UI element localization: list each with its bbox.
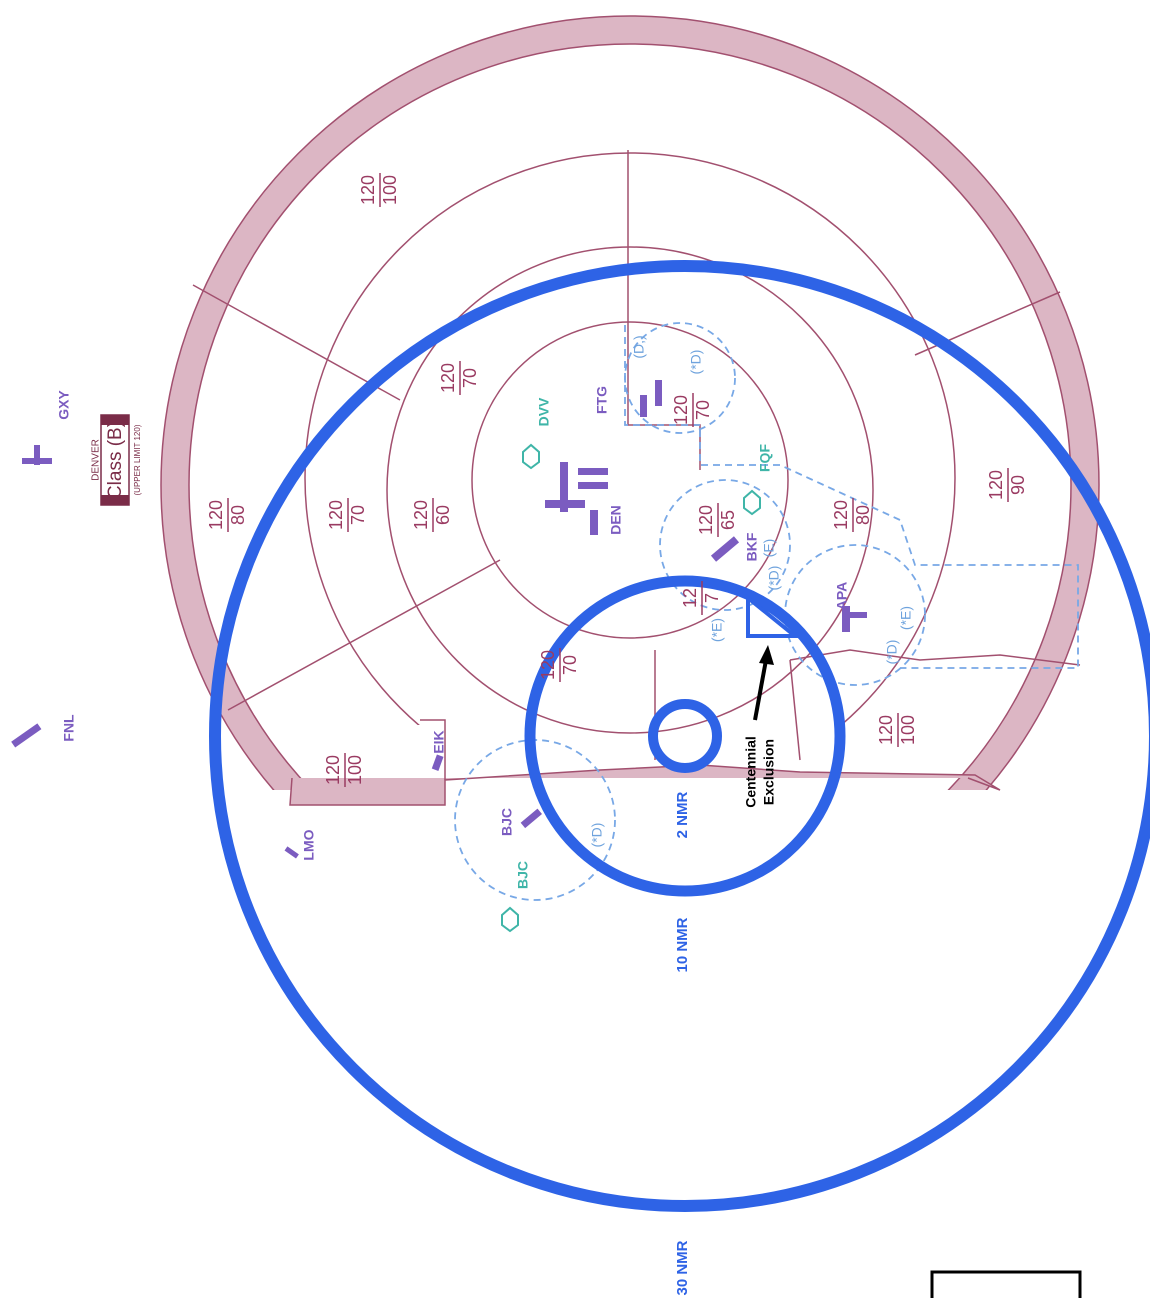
altitude-ceiling: 120 [876, 715, 896, 745]
altitude-ceiling: 120 [411, 500, 431, 530]
vor-symbol [501, 906, 519, 933]
legend-box [930, 1270, 1082, 1298]
altitude-label: 120 70 [438, 361, 480, 395]
altitude-floor: 100 [345, 755, 365, 785]
altitude-label: 120 80 [831, 498, 873, 532]
altitude-floor: 7 [702, 593, 722, 603]
class-d-label: (E) [761, 539, 777, 558]
class-b-class: Class (B) [105, 421, 126, 499]
altitude-label: 120 80 [206, 498, 248, 532]
ring-label: 2 NMR [674, 791, 691, 838]
class-b-outline [160, 15, 1100, 806]
altitude-ceiling: 120 [323, 755, 343, 785]
vor-symbol [522, 443, 540, 470]
class-d-label: (*D) [688, 350, 704, 375]
airport-id: BJC [499, 808, 515, 836]
airport-id: EIK [431, 730, 447, 753]
airport-id: DVV [536, 397, 552, 426]
runways [11, 380, 867, 859]
vor-symbol [743, 489, 761, 516]
class-d-label: (*E) [709, 618, 725, 642]
class-d-label: (*D) [589, 823, 605, 848]
altitude-ceiling: 120 [986, 470, 1006, 500]
altitude-ceiling: 120 [438, 363, 458, 393]
altitude-floor: 70 [348, 505, 368, 525]
airport-id: BJC [515, 861, 531, 889]
altitude-label: 12 7 [680, 581, 722, 615]
class-b-city: DENVER [91, 439, 102, 481]
airport-id: FNL [61, 714, 77, 742]
altitude-ceiling: 120 [696, 505, 716, 535]
class-d-label: (*E) [898, 606, 914, 630]
altitude-floor: 65 [718, 510, 738, 530]
altitude-ceiling: 12 [680, 588, 700, 608]
altitude-label: 120 60 [411, 498, 453, 532]
altitude-ceiling: 120 [831, 500, 851, 530]
airport-id: BKF [744, 532, 760, 561]
altitude-floor: 70 [693, 400, 713, 420]
altitude-floor: 100 [898, 715, 918, 745]
class-d-label: (D,) [631, 335, 647, 358]
class-d-label: (*D) [766, 566, 782, 591]
airport-id: APA [834, 582, 850, 611]
class-b-upper-limit: (UPPER LIMIT 120) [133, 424, 142, 495]
altitude-label: 120 100 [323, 753, 365, 787]
airport-id: FTG [594, 386, 610, 414]
altitude-ceiling: 120 [206, 500, 226, 530]
altitude-label: 120 65 [696, 503, 738, 537]
altitude-label: 120 70 [671, 393, 713, 427]
class-d-label: (*D) [884, 640, 900, 665]
altitude-label: 120 70 [538, 648, 580, 682]
altitude-floor: 80 [228, 505, 248, 525]
annotation: Exclusion [761, 739, 777, 805]
altitude-label: 120 100 [876, 713, 918, 747]
centennial-arrow [753, 645, 774, 721]
airport-id: LMO [301, 829, 317, 860]
altitude-floor: 70 [460, 368, 480, 388]
altitude-floor: 90 [1008, 475, 1028, 495]
airport-id: DEN [608, 505, 624, 535]
altitude-label: 120 70 [326, 498, 368, 532]
altitude-label: 120 90 [986, 468, 1028, 502]
ring-label: 30 NMR [674, 1240, 691, 1295]
annotation: Centennial [743, 736, 759, 808]
ring-label: 10 NMR [674, 917, 691, 972]
airport-id: GXY [56, 390, 72, 420]
altitude-ceiling: 120 [326, 500, 346, 530]
altitude-floor: 100 [380, 175, 400, 205]
rings [209, 260, 1150, 1212]
altitude-floor: 80 [853, 505, 873, 525]
altitude-label: 120 100 [358, 173, 400, 207]
altitude-ceiling: 120 [671, 395, 691, 425]
airport-id: FQF [757, 444, 773, 472]
altitude-floor: 70 [560, 655, 580, 675]
class-b-label [100, 414, 130, 506]
altitude-ceiling: 120 [538, 650, 558, 680]
altitude-ceiling: 120 [358, 175, 378, 205]
altitude-floor: 60 [433, 505, 453, 525]
